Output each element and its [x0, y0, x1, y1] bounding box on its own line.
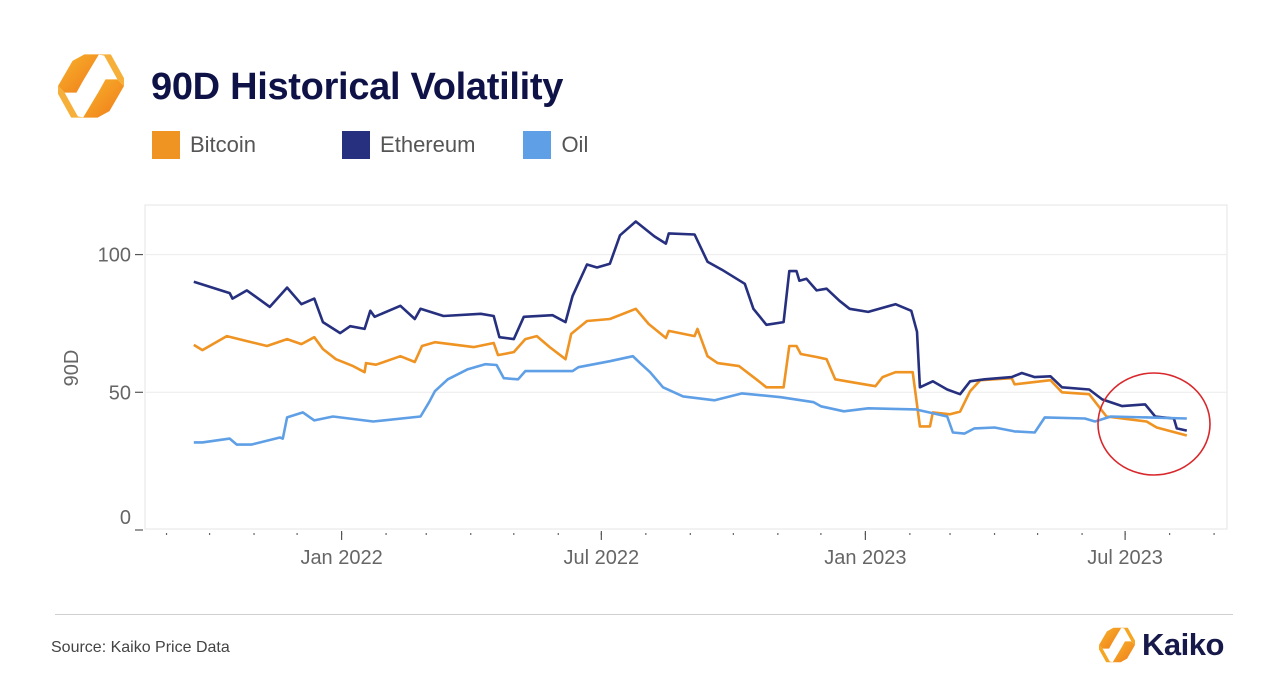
legend-item-oil[interactable]: Oil [523, 131, 588, 159]
x-tick-label: Jan 2022 [300, 547, 382, 569]
legend-swatch-ethereum [342, 131, 371, 159]
y-axis-label: 90D [61, 350, 83, 387]
legend-label-ethereum: Ethereum [380, 132, 476, 157]
legend-label-bitcoin: Bitcoin [190, 132, 257, 157]
kaiko-logo [58, 54, 124, 118]
series-line-ethereum [193, 220, 1188, 432]
x-tick-label: Jul 2023 [1087, 547, 1163, 569]
legend-label-oil: Oil [561, 132, 589, 157]
annotation-circle [1097, 372, 1211, 476]
series-line-bitcoin [193, 307, 1188, 437]
kaiko-logo-icon [1099, 627, 1135, 663]
chart-title: 90D Historical Volatility [151, 66, 564, 108]
legend-swatch-bitcoin [152, 131, 180, 159]
legend-item-bitcoin[interactable]: Bitcoin [152, 131, 256, 159]
series-line-oil [193, 354, 1187, 446]
y-tick-label: 100 [98, 245, 131, 267]
y-tick-label: 0 [120, 507, 131, 529]
brand-name: Kaiko [1142, 627, 1224, 662]
y-tick-label: 50 [109, 382, 131, 404]
legend-item-ethereum[interactable]: Ethereum [342, 131, 475, 159]
footer-divider [55, 614, 1233, 615]
footer-brand: Kaiko [1098, 627, 1224, 663]
x-tick-label: Jan 2023 [824, 547, 906, 569]
source-note: Source: Kaiko Price Data [51, 639, 230, 656]
legend-swatch-oil [523, 131, 552, 159]
x-tick-label: Jul 2022 [564, 547, 640, 569]
volatility-chart: 0 50 100 Jan 2022 Jul 2022 Jan 2023 Jul 2023 9… [61, 204, 1228, 569]
plot-area [144, 204, 1228, 530]
legend: Bitcoin Ethereum Oil [152, 131, 636, 159]
